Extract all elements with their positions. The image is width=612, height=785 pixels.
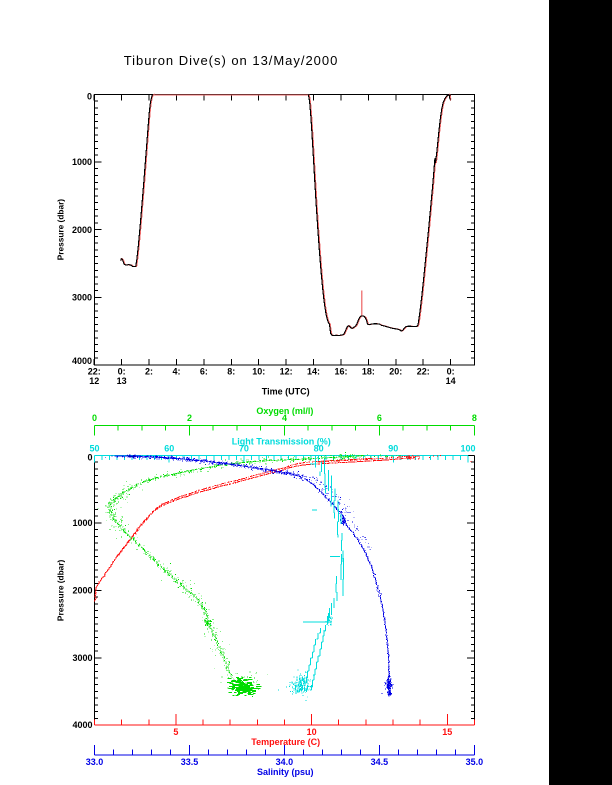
svg-text:10:: 10:: [252, 367, 265, 377]
svg-text:4000: 4000: [72, 720, 92, 730]
svg-text:Oxygen (ml/l): Oxygen (ml/l): [256, 406, 313, 416]
svg-text:3000: 3000: [72, 653, 92, 663]
svg-text:0:: 0:: [447, 367, 455, 377]
svg-text:35.0: 35.0: [466, 757, 484, 767]
svg-text:1000: 1000: [72, 157, 92, 167]
svg-text:18:: 18:: [362, 367, 375, 377]
svg-text:Temperature (C): Temperature (C): [251, 737, 320, 747]
svg-text:8: 8: [472, 413, 477, 423]
svg-text:16:: 16:: [334, 367, 347, 377]
svg-text:33.0: 33.0: [86, 757, 104, 767]
svg-text:2000: 2000: [72, 586, 92, 596]
svg-text:4:: 4:: [172, 367, 180, 377]
svg-text:5: 5: [173, 727, 178, 737]
svg-text:3000: 3000: [72, 293, 92, 303]
svg-text:0: 0: [87, 453, 92, 463]
svg-text:34.5: 34.5: [371, 757, 389, 767]
svg-text:0:: 0:: [118, 367, 126, 377]
svg-text:1000: 1000: [72, 518, 92, 528]
svg-text:14: 14: [446, 376, 456, 386]
svg-text:10: 10: [307, 727, 317, 737]
svg-text:0: 0: [87, 92, 92, 102]
svg-text:12: 12: [89, 376, 99, 386]
svg-text:0: 0: [92, 413, 97, 423]
svg-text:60: 60: [164, 444, 174, 454]
svg-text:Tiburon Dive(s) on 13/May/2000: Tiburon Dive(s) on 13/May/2000: [124, 53, 339, 68]
svg-text:20:: 20:: [389, 367, 402, 377]
svg-text:2: 2: [187, 413, 192, 423]
svg-text:Pressure (dbar): Pressure (dbar): [56, 559, 66, 621]
svg-text:2000: 2000: [72, 225, 92, 235]
svg-text:6:: 6:: [200, 367, 208, 377]
svg-text:100: 100: [460, 444, 475, 454]
svg-text:12:: 12:: [280, 367, 293, 377]
svg-text:80: 80: [314, 444, 324, 454]
svg-text:33.5: 33.5: [181, 757, 199, 767]
svg-text:50: 50: [89, 444, 99, 454]
svg-text:2:: 2:: [145, 367, 153, 377]
svg-text:Light Transmission (%): Light Transmission (%): [232, 437, 331, 447]
svg-text:90: 90: [388, 444, 398, 454]
svg-text:13: 13: [117, 376, 127, 386]
svg-text:8:: 8:: [227, 367, 235, 377]
svg-text:70: 70: [239, 444, 249, 454]
svg-text:Pressure (dbar): Pressure (dbar): [56, 199, 66, 261]
svg-text:34.0: 34.0: [276, 757, 294, 767]
svg-text:Time (UTC): Time (UTC): [262, 386, 310, 396]
svg-text:15: 15: [442, 727, 452, 737]
svg-text:22:: 22:: [417, 367, 430, 377]
svg-text:22:: 22:: [88, 367, 101, 377]
svg-text:4: 4: [282, 413, 287, 423]
svg-text:4000: 4000: [72, 356, 92, 366]
svg-text:Salinity (psu): Salinity (psu): [257, 767, 314, 777]
svg-text:6: 6: [377, 413, 382, 423]
svg-text:14:: 14:: [307, 367, 320, 377]
